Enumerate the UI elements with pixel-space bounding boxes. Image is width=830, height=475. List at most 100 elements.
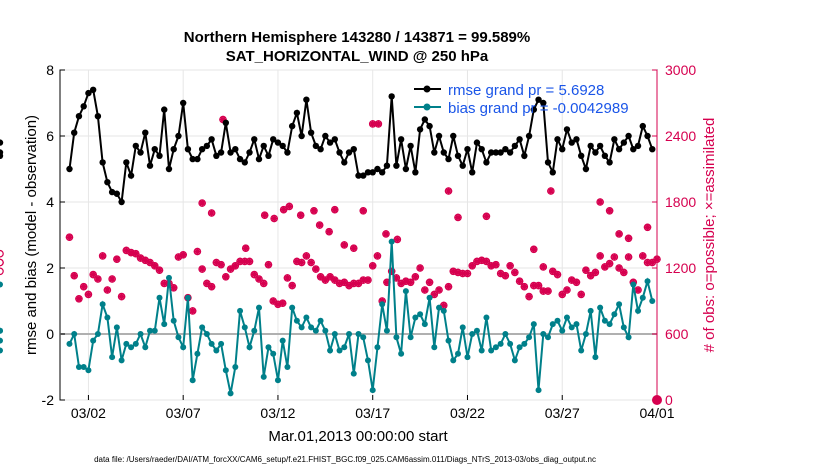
bias-point xyxy=(455,350,461,357)
obs-assimilated-star xyxy=(544,287,552,295)
obs-assimilated-star xyxy=(547,187,555,195)
obs-assimilated-star xyxy=(242,244,250,252)
obs-assimilated-star xyxy=(402,277,410,285)
bias-point xyxy=(208,340,215,347)
bias-point xyxy=(156,294,163,301)
rmse-point xyxy=(241,159,248,166)
rmse-point xyxy=(516,136,523,143)
bias-point xyxy=(346,331,353,337)
obs-count-marker xyxy=(270,214,278,223)
obs-assimilated-star xyxy=(279,299,287,307)
rmse-point xyxy=(388,93,395,100)
obs-assimilated-star xyxy=(615,264,623,272)
obs-assimilated-star xyxy=(382,230,390,238)
obs-assimilated-star xyxy=(558,290,566,298)
x-tick-label: 03/02 xyxy=(71,405,106,421)
obs-count-marker xyxy=(315,221,324,229)
rmse-point xyxy=(317,146,324,153)
obs-count-marker xyxy=(591,268,600,277)
rmse-point xyxy=(279,142,286,150)
obs-assimilated-star xyxy=(75,295,83,303)
obs-assimilated-star xyxy=(643,258,652,267)
obs-count-marker xyxy=(312,265,320,273)
rmse-point xyxy=(521,152,528,159)
obs-count-marker xyxy=(624,253,633,261)
obs-count-marker xyxy=(113,255,121,264)
rmse-point xyxy=(412,169,419,176)
y-right-tick-label: 1800 xyxy=(665,194,696,210)
obs-count-marker xyxy=(544,287,552,295)
bias-point xyxy=(488,347,495,354)
obs-count-marker xyxy=(150,261,159,270)
obs-count-marker xyxy=(515,277,524,286)
bias-point xyxy=(606,321,613,328)
obs-assimilated-star xyxy=(127,249,135,257)
obs-assimilated-star xyxy=(473,257,481,265)
bias-point xyxy=(308,324,315,331)
obs-count-marker xyxy=(198,265,206,273)
obs-count-marker xyxy=(482,257,491,266)
obs-assimilated-star xyxy=(160,279,168,287)
obs-assimilated-star xyxy=(189,307,197,315)
chart-title: Northern Hemisphere 143280 / 143871 = 99… xyxy=(184,29,530,46)
obs-assimilated-star xyxy=(468,262,476,270)
obs-assimilated-star xyxy=(624,253,633,261)
bias-point xyxy=(355,331,362,337)
bias-point xyxy=(128,344,135,351)
rmse-point xyxy=(170,146,177,153)
obs-assimilated-star xyxy=(260,279,268,287)
bias-point xyxy=(194,350,201,357)
bias-point xyxy=(364,357,371,364)
bias-point xyxy=(279,337,286,344)
obs-count-marker xyxy=(530,245,538,254)
bias-point xyxy=(611,311,618,318)
obs-assimilated-star xyxy=(359,276,367,284)
bias-point xyxy=(227,390,234,397)
bias-point xyxy=(554,317,561,324)
obs-count-marker xyxy=(610,253,619,261)
bias-point xyxy=(516,344,523,351)
obs-count-marker xyxy=(250,270,259,279)
obs-count-marker xyxy=(0,251,4,258)
x-tick-label: 03/12 xyxy=(260,405,295,421)
obs-assimilated-star xyxy=(103,286,111,294)
obs-assimilated-star xyxy=(520,283,528,291)
bias-point xyxy=(322,327,329,334)
obs-count-marker xyxy=(558,290,567,299)
bias-point xyxy=(161,321,168,328)
obs-count-marker xyxy=(615,264,623,272)
obs-assimilated-star xyxy=(393,235,401,243)
bias-point xyxy=(407,334,414,341)
obs-assimilated-star xyxy=(335,279,344,287)
rmse-point xyxy=(232,146,239,153)
obs-count-marker xyxy=(302,252,311,260)
rmse-point xyxy=(345,149,353,156)
bias-point xyxy=(379,301,386,308)
obs-assimilated-star xyxy=(411,273,419,281)
x-tick-label: 03/07 xyxy=(166,405,201,421)
bias-point xyxy=(85,367,92,374)
chart-subtitle: SAT_HORIZONTAL_WIND @ 250 hPa xyxy=(226,48,489,65)
legend-rmse-label: rmse grand pr = 5.6928 xyxy=(448,82,604,99)
bias-point xyxy=(66,340,73,347)
obs-count-marker xyxy=(582,266,590,275)
obs-assimilated-star xyxy=(596,198,604,206)
obs-assimilated-star xyxy=(285,202,293,210)
rmse-point xyxy=(596,142,604,150)
rmse-point xyxy=(127,172,135,179)
bias-point xyxy=(184,294,191,301)
bias-point xyxy=(644,278,651,285)
rmse-point xyxy=(156,152,163,159)
obs-count-marker xyxy=(307,258,315,267)
obs-count-marker xyxy=(98,252,107,260)
x-tick-label: 03/22 xyxy=(450,405,485,421)
obs-assimilated-star xyxy=(146,258,154,267)
obs-assimilated-star xyxy=(174,253,183,261)
obs-assimilated-star xyxy=(321,276,329,284)
obs-assimilated-star xyxy=(492,261,500,269)
rmse-point xyxy=(497,149,504,156)
y-left-tick-label: 2 xyxy=(46,260,54,276)
obs-count-marker xyxy=(596,198,604,206)
obs-count-marker xyxy=(444,282,453,291)
legend-rmse-marker xyxy=(423,85,431,93)
